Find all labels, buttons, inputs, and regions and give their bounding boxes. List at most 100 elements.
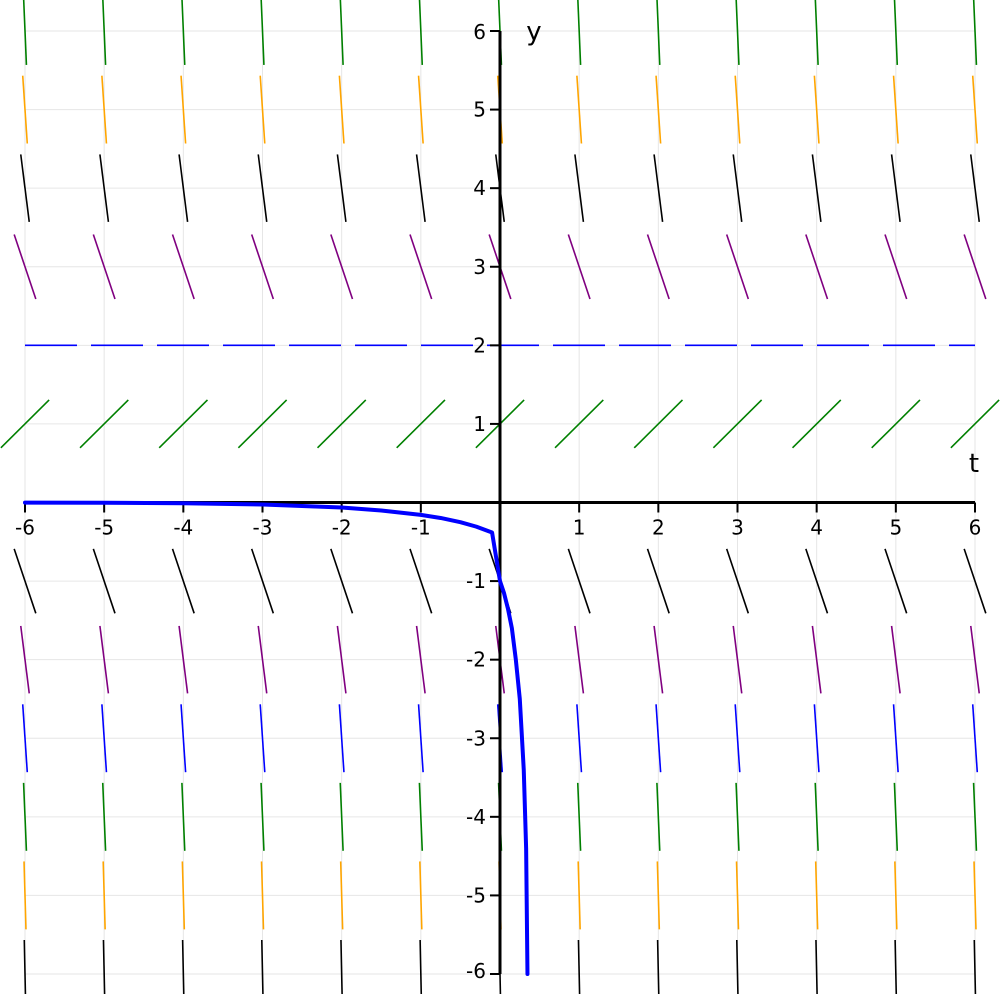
x-tick-label: 6 — [969, 516, 982, 540]
slope-segment — [92, 234, 116, 300]
slope-segment — [336, 154, 347, 223]
slope-segment — [260, 782, 265, 851]
slope-segment — [171, 234, 195, 300]
slope-segment — [633, 399, 684, 449]
slope-segment — [646, 548, 670, 614]
slope-segment — [950, 399, 1000, 449]
slope-segment — [811, 154, 822, 223]
slope-segment — [330, 548, 354, 614]
tick-labels: -6 -5 -4 -3 -2 -1 1 2 3 4 5 6 6 5 4 3 2 1 -1 -2 -3 -4 -5 -6 — [15, 20, 981, 983]
slope-segment — [102, 861, 106, 930]
slope-segment — [893, 0, 899, 66]
slope-segment — [574, 154, 585, 223]
slope-segment — [237, 399, 288, 449]
slope-segment — [181, 782, 186, 851]
slope-segment — [419, 939, 423, 994]
slope-segment — [890, 625, 901, 694]
slope-segment — [646, 234, 670, 300]
slope-segment — [725, 234, 750, 300]
y-tick-label: 3 — [473, 255, 486, 279]
y-tick-label: -3 — [466, 726, 486, 750]
slope-segment — [554, 399, 604, 449]
slope-segment — [813, 704, 820, 773]
slope-segment — [330, 234, 354, 300]
x-tick-label: -2 — [332, 516, 352, 540]
slope-segment — [656, 939, 660, 994]
x-tick-label: -5 — [94, 516, 114, 540]
slope-segment — [735, 939, 739, 994]
x-tick-label: -1 — [411, 516, 431, 540]
slope-segment — [13, 234, 37, 300]
slope-segment — [969, 154, 981, 223]
slope-segment — [576, 704, 583, 773]
slope-segment — [101, 704, 108, 773]
slope-segment — [973, 939, 977, 994]
slope-segment — [99, 625, 110, 694]
slope-segment — [419, 861, 423, 930]
y-tick-label: -1 — [466, 569, 486, 593]
y-tick-label: 2 — [473, 333, 486, 357]
slope-segment — [409, 548, 433, 614]
slope-segment — [336, 625, 347, 694]
slope-segment — [339, 782, 344, 851]
slope-segment — [13, 548, 37, 614]
slope-segment — [653, 154, 664, 223]
x-tick-label: 4 — [810, 516, 823, 540]
slope-segment — [735, 782, 740, 851]
slope-segment — [260, 0, 265, 66]
slope-segment — [577, 861, 581, 930]
slope-segment — [655, 704, 662, 773]
slope-segment — [0, 399, 50, 449]
slope-segment — [969, 625, 981, 694]
slope-segment — [894, 939, 898, 994]
slope-segment — [257, 154, 268, 223]
slope-segment — [340, 939, 343, 994]
slope-segment — [19, 625, 31, 694]
slope-segment — [396, 399, 446, 449]
slope-segment — [893, 782, 899, 851]
slope-segment — [892, 75, 899, 144]
slope-segment — [415, 154, 426, 223]
x-axis-label: t — [969, 449, 979, 479]
slope-segment — [23, 861, 27, 930]
slope-segment — [250, 234, 275, 300]
slope-segment — [567, 234, 591, 300]
slope-segment — [260, 939, 264, 994]
slope-segment — [656, 0, 661, 66]
slope-segment — [102, 0, 107, 66]
slope-segment — [811, 625, 822, 694]
slope-segment — [250, 548, 275, 614]
slope-segment — [102, 939, 106, 994]
x-tick-label: 5 — [889, 516, 902, 540]
slope-segment — [19, 154, 31, 223]
y-tick-label: 1 — [473, 412, 486, 436]
slope-segment — [22, 782, 28, 851]
slope-segment — [178, 625, 189, 694]
slope-segment — [22, 0, 28, 66]
slope-segment — [712, 399, 763, 449]
slope-segment — [971, 704, 979, 773]
slope-segment — [181, 939, 185, 994]
slope-segment — [158, 399, 209, 449]
slope-segment — [656, 861, 661, 930]
slope-segment — [972, 0, 978, 66]
slope-segment — [734, 75, 741, 144]
slope-segment — [181, 0, 186, 66]
slope-segment — [409, 234, 433, 300]
y-tick-label: 4 — [473, 176, 486, 200]
slope-segment — [871, 399, 921, 449]
slope-segment — [257, 625, 268, 694]
slope-segment — [339, 0, 344, 66]
slope-segment — [805, 234, 829, 300]
slope-segment — [23, 939, 27, 994]
slope-segment — [963, 548, 987, 614]
slope-segment — [418, 782, 424, 851]
slope-segment — [892, 704, 899, 773]
y-tick-label: 5 — [473, 98, 486, 122]
slope-segment — [963, 234, 987, 300]
slope-segment — [260, 861, 265, 930]
slope-segment — [814, 782, 819, 851]
slope-segment — [814, 0, 819, 66]
y-tick-label: 6 — [473, 20, 486, 44]
